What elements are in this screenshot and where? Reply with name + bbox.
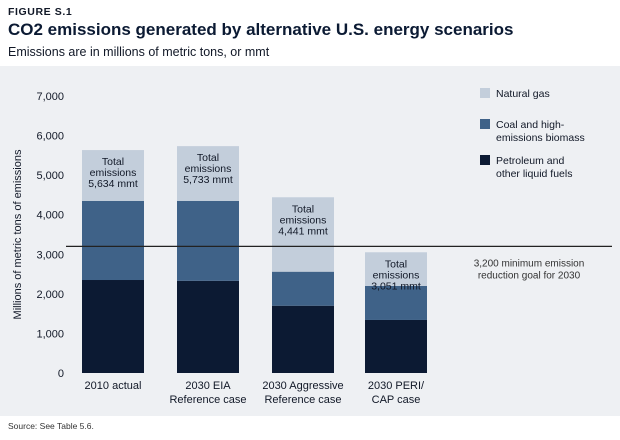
total-emissions-label: Total emissions 3,051 mmt bbox=[371, 258, 421, 292]
bar-segment bbox=[272, 305, 334, 373]
y-axis-label-group: Millions of metric tons of emissions bbox=[12, 149, 24, 319]
bar-segment bbox=[272, 197, 334, 272]
legend-entry-label: Coal and high-emissions biomass bbox=[496, 119, 585, 144]
total-emissions-label: Total emissions 5,634 mmt bbox=[88, 156, 138, 190]
reference-line-group: 3,200 minimum emission reduction goal for… bbox=[66, 245, 612, 281]
y-axis-ticks: 0 1,000 2,000 3,000 4,000 5,000 6,000 7,000 bbox=[36, 91, 64, 380]
y-tick-label: 6,000 bbox=[36, 131, 64, 143]
x-axis-labels: 2010 actual 2030 EIA Reference case 2030 Ag… bbox=[85, 380, 426, 406]
y-tick-label: 3,000 bbox=[36, 249, 64, 261]
x-axis-category-label: 2030 EIA Reference case bbox=[169, 380, 246, 406]
figure-label: FIGURE S.1 bbox=[8, 6, 73, 18]
chart-title: CO2 emissions generated by alternative U… bbox=[8, 20, 514, 39]
total-emissions-label: Total emissions 5,733 mmt bbox=[183, 152, 233, 186]
bar-segment bbox=[177, 200, 239, 281]
chart-subtitle: Emissions are in millions of metric tons… bbox=[8, 45, 270, 59]
x-axis-category-label: 2030 PERI/CAP case bbox=[368, 380, 425, 406]
y-tick-label: 7,000 bbox=[36, 91, 64, 103]
y-axis-label: Millions of metric tons of emissions bbox=[12, 149, 24, 319]
total-emissions-label: Total emissions 4,441 mmt bbox=[278, 203, 328, 237]
source-note: Source: See Table 5.6. bbox=[8, 421, 94, 431]
bar-segment bbox=[365, 252, 427, 286]
bar-segment bbox=[177, 280, 239, 373]
y-tick-label: 4,000 bbox=[36, 210, 64, 222]
y-tick-label: 0 bbox=[58, 368, 64, 380]
legend-entry-label: Natural gas bbox=[496, 88, 550, 100]
total-labels: Total emissions 5,634 mmt Total emissions 5,7… bbox=[88, 152, 421, 292]
bar-segment bbox=[82, 150, 144, 201]
legend-swatch bbox=[480, 88, 490, 98]
y-tick-label: 5,000 bbox=[36, 170, 64, 182]
bar-segment bbox=[177, 146, 239, 201]
y-tick-label: 1,000 bbox=[36, 328, 64, 340]
bars bbox=[82, 146, 427, 373]
y-tick-label: 2,000 bbox=[36, 289, 64, 301]
bar-segment bbox=[82, 200, 144, 281]
x-axis-category-label: 2030 Aggressive Reference case bbox=[262, 380, 343, 406]
goal-reference-label: 3,200 minimum emission reduction goal for… bbox=[474, 258, 585, 281]
legend-swatch bbox=[480, 119, 490, 129]
legend-swatch bbox=[480, 155, 490, 165]
bar-segment bbox=[365, 285, 427, 320]
legend-entry-label: Petroleum and other liquid fuels bbox=[496, 155, 572, 180]
bar-segment bbox=[272, 271, 334, 306]
bar-segment bbox=[365, 319, 427, 373]
x-axis-category-label: 2010 actual bbox=[85, 380, 142, 392]
bar-segment bbox=[82, 280, 144, 373]
legend: Natural gas Coal and high-emissions bioma… bbox=[480, 88, 585, 180]
